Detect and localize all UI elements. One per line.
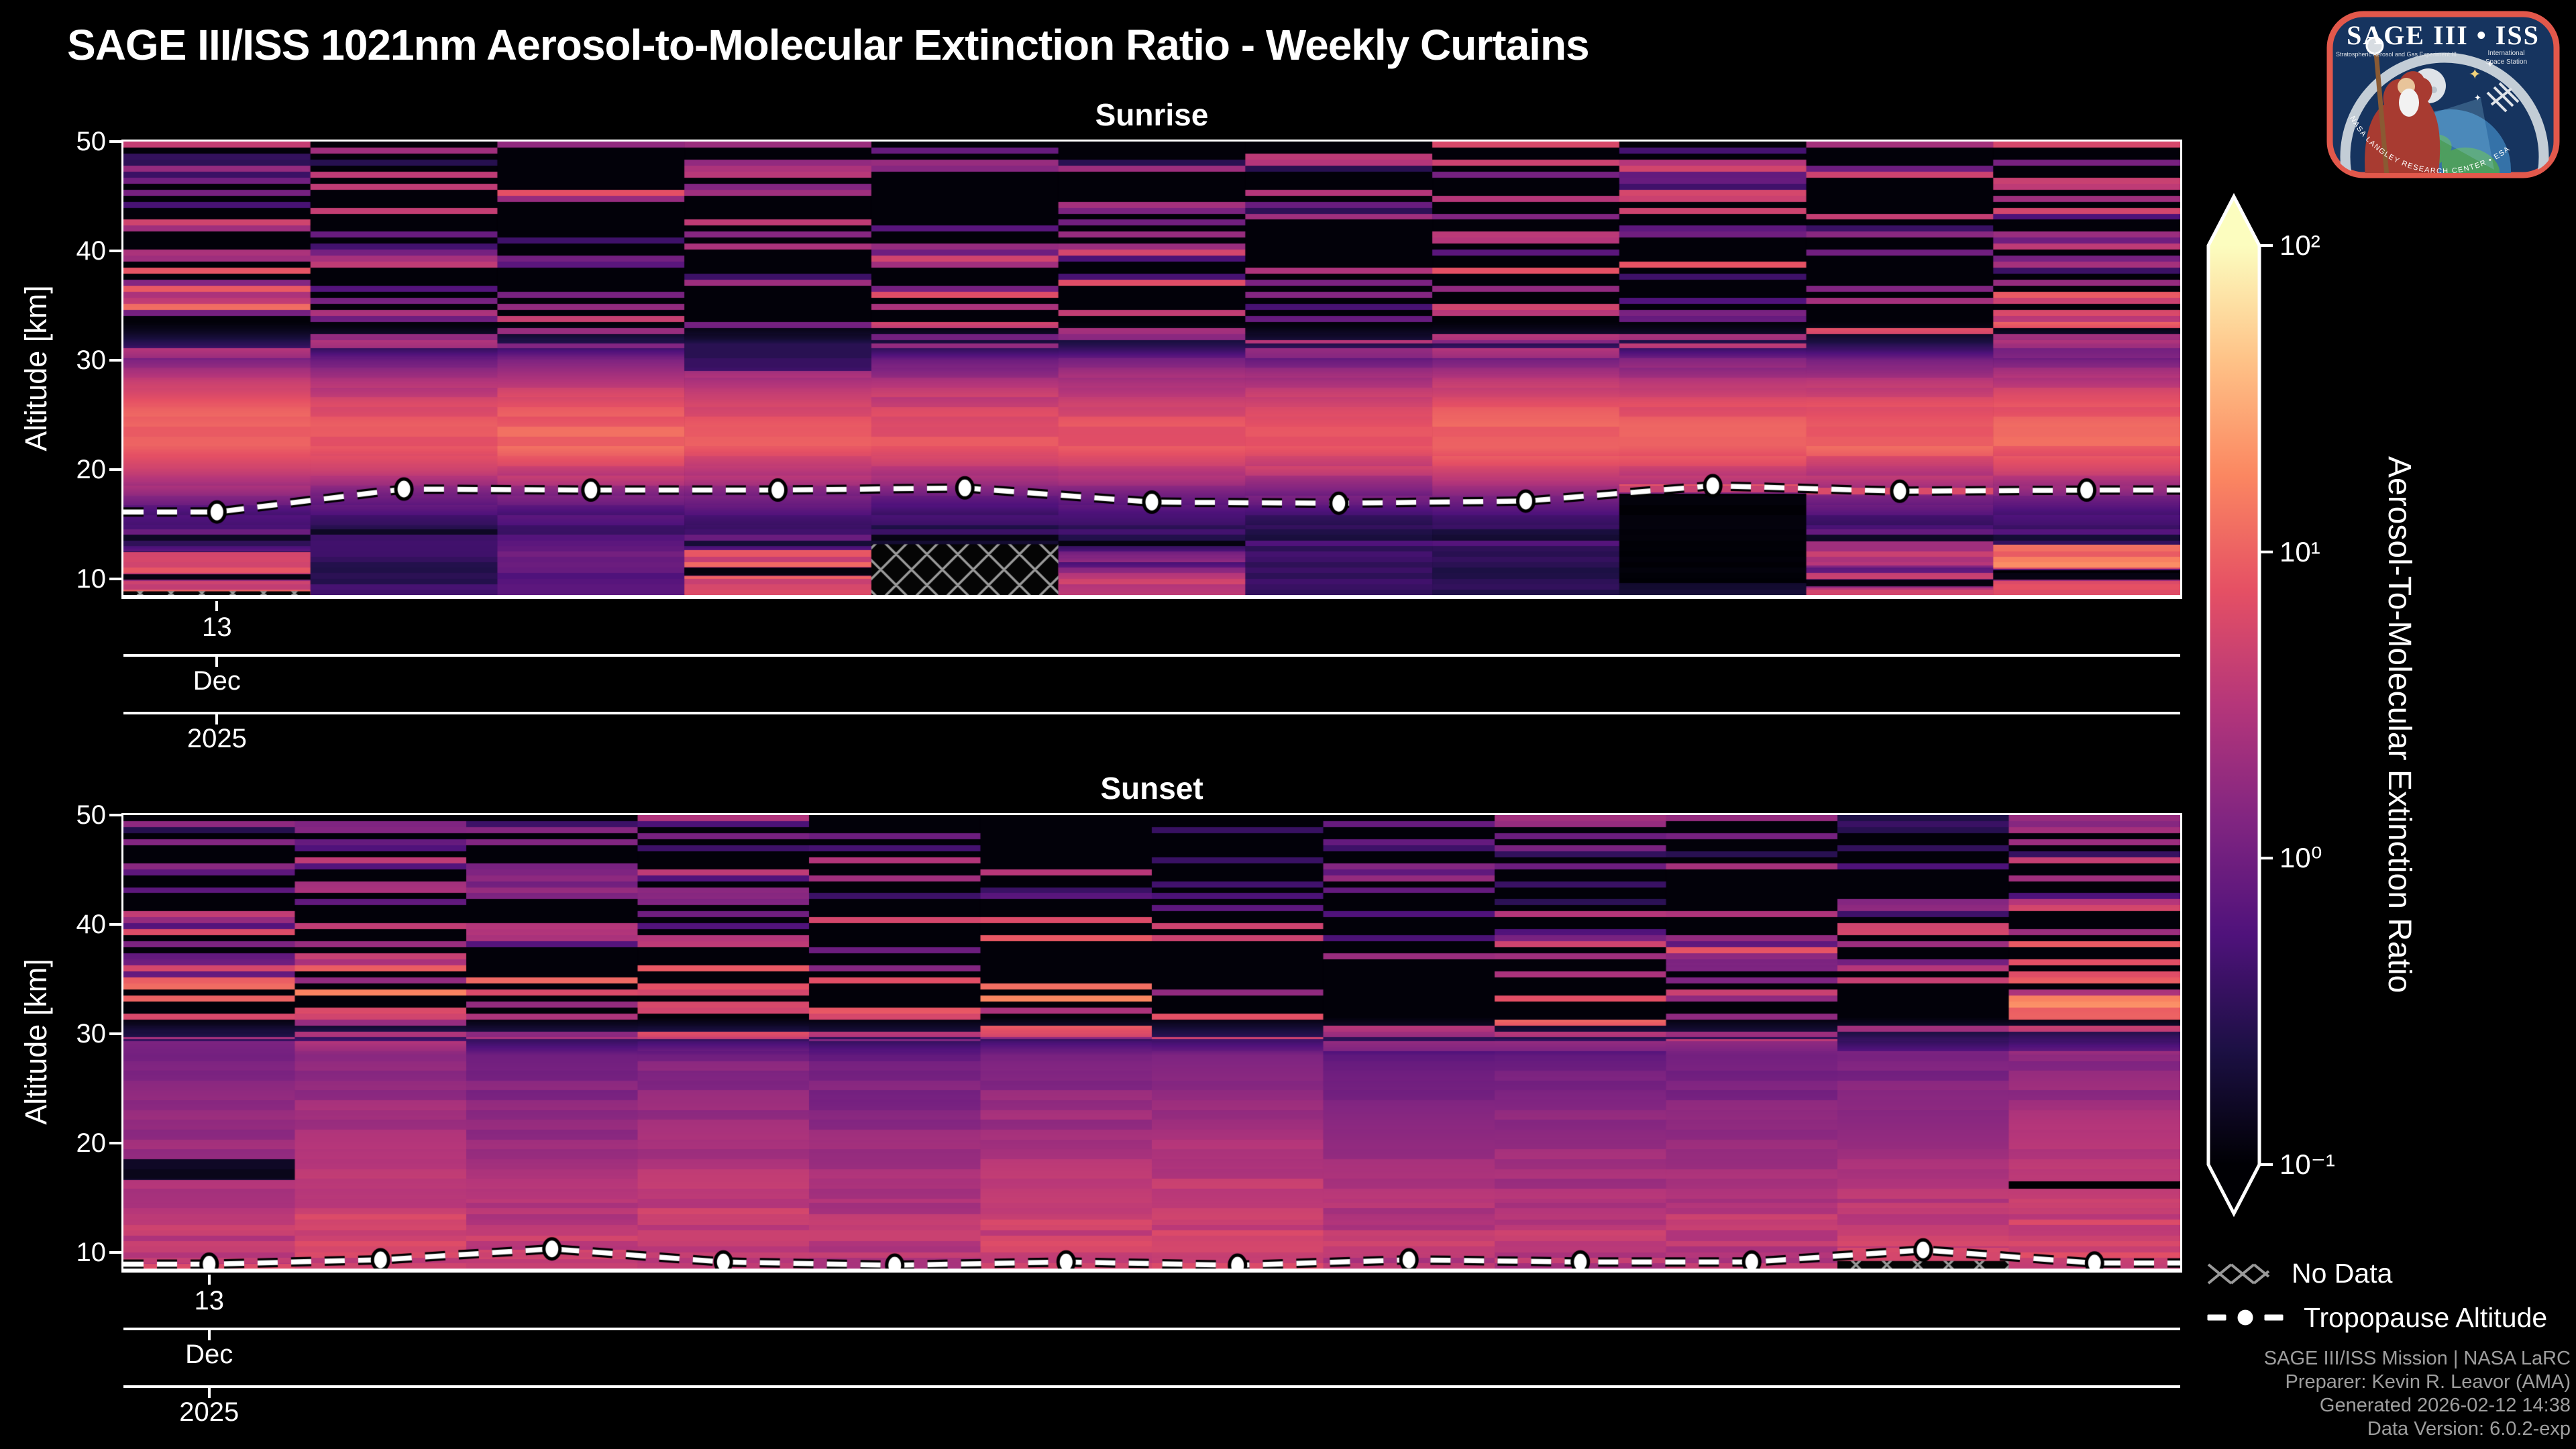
sunrise-ytick-label-50: 50: [76, 127, 107, 156]
sunset-ytick-mark-50: [109, 814, 121, 816]
sunrise-ytick-mark-10: [109, 577, 121, 580]
sunset-ytick-label-50: 50: [76, 800, 107, 830]
logo-title: SAGE III • ISS: [2347, 20, 2540, 50]
colorbar-tick-marks: [2259, 244, 2273, 1166]
logo-wizard: [2365, 36, 2440, 173]
logo-star-icon: ✦: [2486, 58, 2494, 69]
sunrise-ytick-mark-50: [109, 140, 121, 143]
sunrise-panel-title: Sunrise: [1095, 97, 1209, 132]
logo-star-icon: ✦: [2474, 93, 2481, 103]
sunrise-ytick-label-30: 30: [76, 345, 107, 375]
sunrise-ytick-mark-20: [109, 468, 121, 471]
sunset-heatmap-canvas: [123, 815, 2180, 1269]
sunset-xtick-day: 13: [194, 1286, 225, 1316]
sunrise-month-divider-line: [123, 654, 2180, 657]
sunset-ytick-label-40: 40: [76, 909, 107, 939]
colorbar-tick-label-1: 10¹: [2279, 536, 2320, 568]
logo-station-line1: International: [2487, 50, 2524, 57]
sunrise-ytick-label-40: 40: [76, 235, 107, 266]
sunrise-year-tick-mark: [215, 714, 219, 724]
colorbar-tick-label-3: 10⁻¹: [2279, 1148, 2335, 1180]
sunset-xtick-mark: [207, 1275, 211, 1285]
sunset-ytick-label-30: 30: [76, 1018, 107, 1049]
sunrise-ytick-label-20: 20: [76, 454, 107, 484]
colorbar-tick-label-2: 10⁰: [2279, 842, 2322, 873]
colorbar: [2206, 193, 2273, 1218]
sunset-ytick-mark-20: [109, 1141, 121, 1144]
sunset-ytick-mark-30: [109, 1032, 121, 1035]
legend-label-no-data: No Data: [2292, 1257, 2393, 1289]
sunset-panel-title: Sunset: [1100, 771, 1203, 806]
logo-star-icon: ✦: [2469, 66, 2481, 83]
sunrise-xtick-day: 13: [202, 612, 232, 642]
colorbar-axis-label: Aerosol-To-Molecular Extinction Ratio: [2381, 455, 2417, 994]
sunrise-xtick-mark: [215, 601, 219, 611]
attribution-line-1: Preparer: Kevin R. Leavor (AMA): [2285, 1371, 2571, 1393]
no-data-hatch-icon: [2207, 1263, 2270, 1285]
legend-item-no-data: No Data: [2204, 1256, 2547, 1291]
logo-experiment-name: Stratospheric Aerosol and Gas Experiment…: [2336, 51, 2457, 58]
sunrise-heatmap-canvas: [123, 142, 2180, 595]
sunrise-ytick-label-10: 10: [76, 564, 107, 594]
sunset-year-tick-mark: [207, 1388, 211, 1398]
logo-station-line2: Space Station: [2485, 58, 2527, 66]
attribution-line-2: Generated 2026-02-12 14:38: [2319, 1395, 2571, 1416]
attribution-block: SAGE III/ISS Mission | NASA LaRC Preparer…: [2264, 1347, 2571, 1441]
sunset-ytick-mark-40: [109, 922, 121, 926]
attribution-line-0: SAGE III/ISS Mission | NASA LaRC: [2263, 1348, 2571, 1369]
tropopause-line-icon: [2205, 1306, 2286, 1329]
sunset-ytick-label-10: 10: [76, 1237, 107, 1267]
sunrise-ytick-mark-40: [109, 249, 121, 252]
sage-iii-iss-logo: ✦ ✦ ✦ NASA LANGLEY RESEARCH CENTER • ESA: [2326, 11, 2560, 178]
sunset-month-divider-line: [123, 1328, 2180, 1330]
attribution-line-3: Data Version: 6.0.2-exp: [2367, 1418, 2571, 1440]
legend-item-tropopause: Tropopause Altitude: [2204, 1300, 2547, 1335]
sunset-xtick-year: 2025: [179, 1397, 239, 1427]
sunrise-year-divider-line: [123, 712, 2180, 714]
sunset-panel-border: [121, 813, 2182, 1273]
logo-orbit-ring: [2340, 52, 2549, 173]
colorbar-tick-label-0: 10²: [2279, 229, 2320, 261]
sunset-month-tick-mark: [207, 1330, 211, 1340]
page-title: SAGE III/ISS 1021nm Aerosol-to-Molecular…: [67, 21, 1590, 69]
sunrise-panel-border: [121, 140, 2182, 599]
sunrise-ytick-mark-30: [109, 358, 121, 362]
sunset-xtick-month: Dec: [185, 1340, 233, 1369]
logo-iss: [2486, 82, 2520, 113]
legend-label-tropopause: Tropopause Altitude: [2304, 1301, 2548, 1333]
sunrise-month-tick-mark: [215, 657, 219, 667]
legend: No Data Tropopause Altitude: [2204, 1256, 2547, 1344]
sunrise-xtick-year: 2025: [186, 724, 247, 753]
colorbar-gradient-bar: [2206, 193, 2261, 1218]
sunset-ytick-label-20: 20: [76, 1128, 107, 1158]
sunset-ytick-mark-10: [109, 1250, 121, 1254]
sunset-year-divider-line: [123, 1385, 2180, 1388]
sunrise-xtick-month: Dec: [193, 666, 241, 696]
